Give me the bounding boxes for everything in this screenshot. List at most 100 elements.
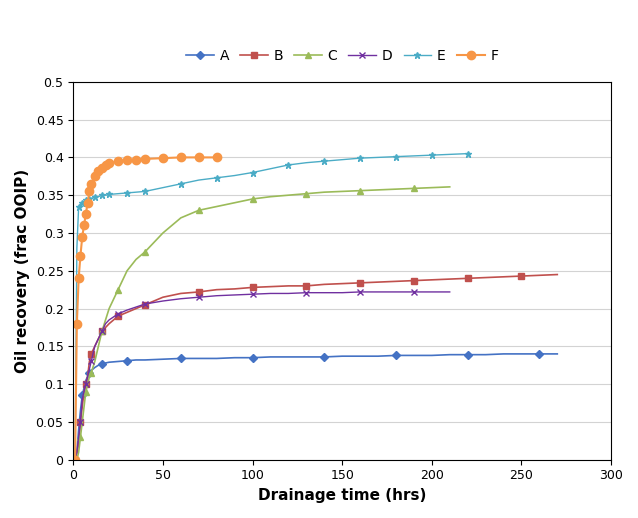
E	[213, 175, 221, 181]
A	[78, 392, 86, 398]
A	[85, 370, 93, 376]
A	[517, 351, 525, 357]
B	[82, 381, 90, 387]
A	[94, 362, 102, 368]
A	[446, 352, 454, 358]
E	[114, 191, 122, 197]
D	[302, 290, 310, 296]
C	[375, 187, 382, 193]
D	[80, 388, 88, 395]
C	[71, 456, 79, 463]
B	[410, 278, 418, 284]
D	[98, 328, 106, 334]
B	[517, 273, 525, 279]
F	[78, 234, 86, 240]
F	[195, 154, 203, 161]
C	[82, 388, 90, 395]
A	[428, 352, 436, 358]
Line: C: C	[71, 183, 453, 463]
E	[464, 151, 471, 157]
B	[302, 283, 310, 289]
B	[159, 294, 167, 300]
A	[267, 354, 274, 360]
F	[101, 162, 109, 168]
F	[82, 211, 90, 217]
E	[98, 192, 106, 198]
A	[249, 355, 256, 361]
B	[75, 441, 82, 448]
F	[105, 161, 113, 167]
A	[159, 356, 167, 362]
A	[464, 352, 471, 358]
F	[77, 253, 84, 259]
F	[114, 158, 122, 164]
C	[84, 381, 91, 387]
C	[114, 286, 122, 293]
C	[195, 207, 203, 213]
D	[75, 434, 82, 440]
E	[159, 184, 167, 191]
B	[114, 313, 122, 319]
D	[87, 358, 95, 365]
D	[82, 381, 90, 387]
C	[267, 194, 274, 200]
A	[123, 357, 131, 364]
C	[85, 373, 93, 380]
E	[231, 172, 239, 179]
C	[87, 370, 95, 376]
E	[375, 154, 382, 161]
E	[77, 201, 84, 207]
C	[159, 230, 167, 236]
A	[213, 355, 221, 362]
B	[78, 404, 86, 410]
F	[71, 456, 79, 463]
B	[446, 276, 454, 282]
E	[73, 245, 80, 251]
D	[285, 290, 292, 296]
A	[195, 355, 203, 362]
D	[123, 307, 131, 313]
D	[159, 298, 167, 304]
B	[375, 279, 382, 285]
Line: D: D	[71, 289, 453, 463]
D	[375, 289, 382, 295]
B	[356, 280, 364, 286]
E	[123, 190, 131, 196]
B	[98, 328, 106, 334]
B	[553, 271, 561, 278]
A	[105, 359, 113, 365]
B	[177, 290, 184, 296]
D	[195, 294, 203, 300]
B	[464, 275, 471, 281]
Line: A: A	[72, 351, 560, 463]
Line: B: B	[71, 271, 561, 463]
D	[77, 419, 84, 425]
B	[249, 284, 256, 291]
F	[84, 199, 91, 206]
A	[320, 354, 328, 360]
D	[73, 449, 80, 455]
A	[114, 358, 122, 365]
F	[87, 181, 95, 187]
D	[141, 301, 149, 307]
F	[98, 165, 106, 171]
C	[132, 256, 140, 263]
D	[213, 293, 221, 299]
A	[338, 353, 346, 359]
F	[123, 157, 131, 164]
B	[392, 278, 400, 284]
E	[71, 456, 79, 463]
B	[80, 388, 88, 395]
C	[356, 188, 364, 194]
E	[105, 191, 113, 197]
E	[141, 189, 149, 195]
B	[500, 274, 507, 280]
B	[91, 343, 99, 350]
A	[553, 351, 561, 357]
A	[141, 357, 149, 363]
E	[85, 196, 93, 202]
F	[132, 156, 140, 163]
A	[84, 373, 91, 380]
D	[356, 289, 364, 295]
E	[285, 162, 292, 168]
